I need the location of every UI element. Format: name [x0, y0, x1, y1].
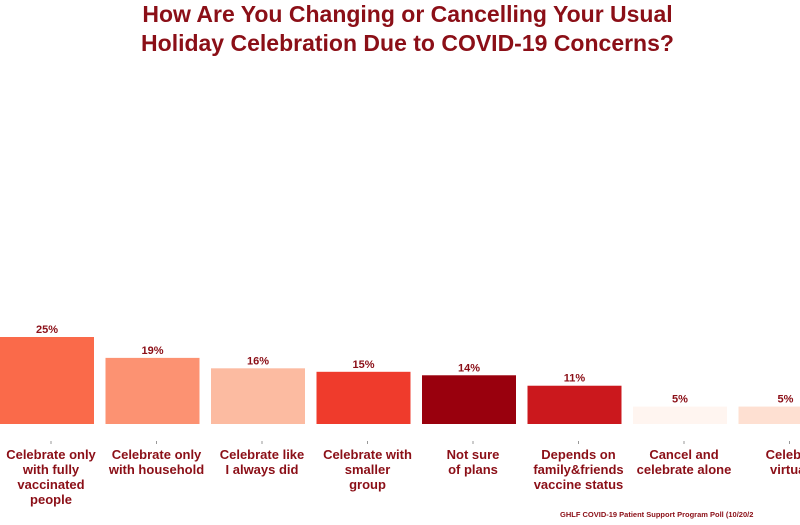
bar-6 [527, 385, 622, 424]
bar-1 [0, 337, 94, 424]
category-label-8: Celebravirtual [766, 447, 800, 477]
category-label-4: Celebrate with smaller group [323, 447, 412, 492]
category-label-3: Celebrate like I always did [220, 447, 305, 477]
bar-2 [105, 357, 200, 424]
category-label-2: Celebrate only with household [108, 447, 204, 477]
bar-7 [633, 406, 727, 424]
data-label-8: 5% [778, 394, 794, 406]
bar-8 [738, 406, 800, 424]
category-label-6: Depends on family&friends vaccine status [533, 447, 623, 492]
data-label-6: 11% [564, 373, 586, 385]
bar-3 [211, 368, 305, 424]
data-label-3: 16% [247, 355, 269, 367]
bar-4 [316, 371, 411, 424]
chart-title-line-1: How Are You Changing or Cancelling Your … [142, 1, 673, 27]
category-label-5: Not sure of plans [447, 447, 500, 477]
data-label-2: 19% [141, 345, 163, 357]
category-label-1: Celebrate only with fully vaccinated people [6, 447, 96, 507]
chart-title: How Are You Changing or Cancelling Your … [0, 0, 800, 58]
chart-title-line-2: Holiday Celebration Due to COVID-19 Conc… [141, 30, 674, 56]
bar-5 [422, 375, 516, 424]
data-label-7: 5% [672, 394, 688, 406]
source-footnote: GHLF COVID-19 Patient Support Program Po… [560, 510, 754, 519]
data-label-1: 25% [36, 324, 58, 336]
data-label-4: 15% [352, 359, 374, 371]
data-label-5: 14% [458, 362, 480, 374]
category-label-7: Cancel and celebrate alone [637, 447, 732, 477]
